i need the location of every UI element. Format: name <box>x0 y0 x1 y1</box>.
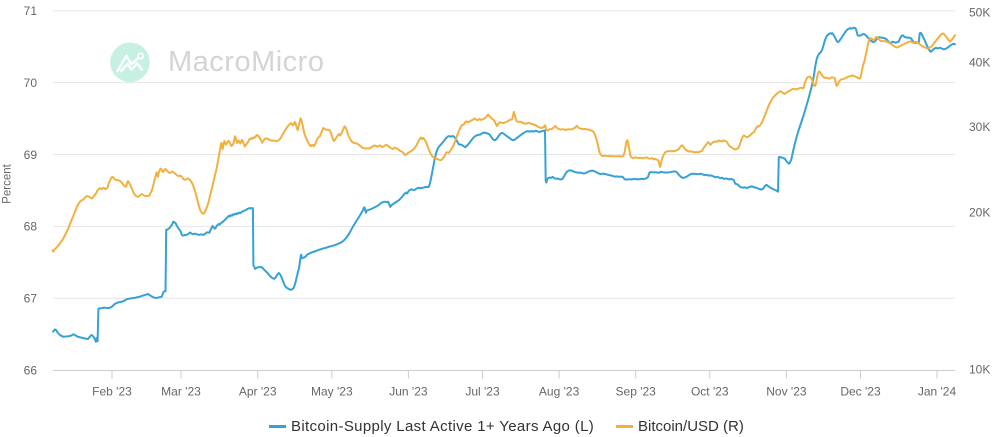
svg-text:68: 68 <box>24 220 38 234</box>
svg-text:Nov '23: Nov '23 <box>766 384 807 398</box>
svg-text:50K: 50K <box>969 6 990 20</box>
svg-text:Dec '23: Dec '23 <box>840 384 881 398</box>
svg-text:Jan '24: Jan '24 <box>918 384 957 398</box>
svg-text:Bitcoin/USD (R): Bitcoin/USD (R) <box>638 418 744 435</box>
svg-text:Mar '23: Mar '23 <box>161 384 201 398</box>
svg-text:Bitcoin-Supply Last Active 1+: Bitcoin-Supply Last Active 1+ Years Ago … <box>291 418 594 435</box>
svg-text:40K: 40K <box>969 56 990 70</box>
svg-text:Jun '23: Jun '23 <box>389 384 428 398</box>
svg-text:69: 69 <box>24 148 38 162</box>
svg-text:Apr '23: Apr '23 <box>239 384 277 398</box>
svg-text:Feb '23: Feb '23 <box>92 384 132 398</box>
svg-text:30K: 30K <box>969 120 990 134</box>
svg-text:Jul '23: Jul '23 <box>465 384 500 398</box>
svg-text:70: 70 <box>24 76 38 90</box>
svg-text:Percent: Percent <box>2 163 14 203</box>
svg-text:Sep '23: Sep '23 <box>616 384 657 398</box>
svg-text:Aug '23: Aug '23 <box>539 384 580 398</box>
svg-text:May '23: May '23 <box>311 384 353 398</box>
svg-text:67: 67 <box>24 292 38 306</box>
svg-text:MacroMicro: MacroMicro <box>168 46 324 78</box>
svg-text:Oct '23: Oct '23 <box>691 384 729 398</box>
svg-text:71: 71 <box>24 4 38 18</box>
svg-text:10K: 10K <box>969 363 990 377</box>
svg-text:66: 66 <box>24 364 38 378</box>
svg-text:20K: 20K <box>969 206 990 220</box>
